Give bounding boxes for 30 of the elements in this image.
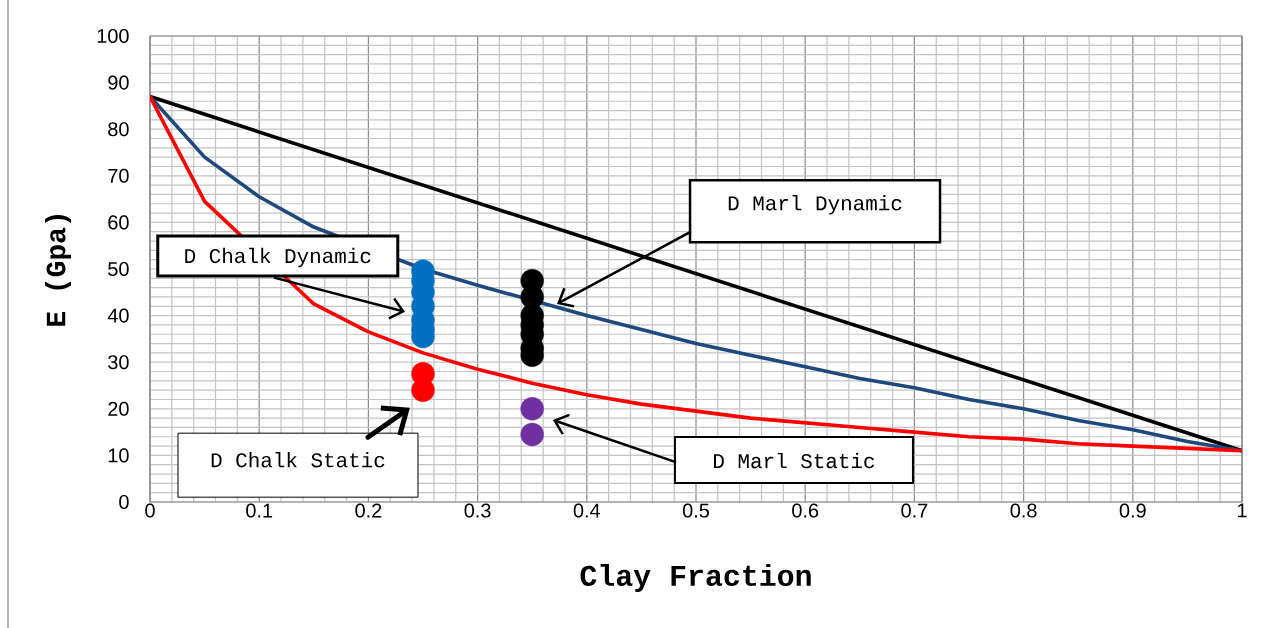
y-tick-label: 10 <box>108 448 129 463</box>
x-tick-label: 0.9 <box>1119 503 1146 518</box>
y-tick-label: 60 <box>108 215 129 230</box>
annotation: D Marl Dynamic <box>728 195 902 215</box>
x-tick-label: 0.5 <box>682 503 710 518</box>
x-tick-label: 0.3 <box>464 503 491 518</box>
x-axis-title: Clay Fraction <box>580 564 811 592</box>
y-tick-label: 90 <box>108 75 129 90</box>
point <box>520 285 544 309</box>
x-tick-label: 0.8 <box>1010 503 1037 518</box>
x-tick-label: 0.7 <box>901 503 928 518</box>
point <box>520 397 544 421</box>
annotation: D Chalk Dynamic <box>185 247 371 268</box>
x-tick-label: 1 <box>1237 503 1247 518</box>
x-tick-label: 0.4 <box>573 503 601 518</box>
y-tick-label: 50 <box>108 261 129 277</box>
y-axis-title: E (Gpa) <box>45 215 71 326</box>
annotation: D Marl Static <box>714 452 875 469</box>
y-tick-label: 70 <box>108 168 129 183</box>
x-tick-label: 0 <box>145 503 155 518</box>
y-tick-label: 80 <box>108 122 129 137</box>
annotation: D Chalk Static <box>211 452 385 468</box>
y-tick-label: 40 <box>107 308 129 323</box>
x-tick-label: 0.6 <box>792 503 819 518</box>
y-tick-label: 20 <box>108 401 129 416</box>
x-tick-label: 0.2 <box>355 503 382 518</box>
y-tick-label: 30 <box>108 355 129 370</box>
y-tick-label: 100 <box>97 28 129 44</box>
point <box>520 422 544 447</box>
x-tick-label: 0.1 <box>246 503 273 518</box>
